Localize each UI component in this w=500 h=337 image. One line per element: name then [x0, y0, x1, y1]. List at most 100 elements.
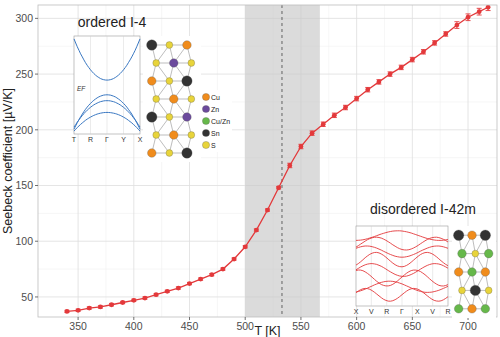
point	[388, 72, 393, 77]
transition-line	[281, 5, 282, 317]
k-point-label: Y	[121, 136, 126, 143]
k-point-label: V	[369, 308, 374, 315]
k-point-label: X	[354, 308, 359, 315]
plot-frame	[38, 5, 497, 317]
band-frame	[356, 226, 448, 306]
point	[254, 228, 259, 233]
tick-label: 600	[348, 320, 366, 332]
band	[74, 112, 140, 131]
inset-title: ordered I-4	[78, 14, 147, 30]
grid	[38, 5, 497, 317]
point	[198, 277, 203, 282]
error-cap	[466, 13, 471, 14]
error-bar	[477, 8, 482, 15]
axis-title: T [K]	[254, 324, 280, 337]
band	[356, 252, 448, 266]
insets: ordered I-4TRΓYXEFCuZnCu/ZnSnSdisordered…	[72, 14, 496, 318]
point	[377, 79, 382, 84]
atom	[485, 287, 492, 294]
band-structure: XVRΓXVR	[354, 226, 451, 315]
atom	[182, 148, 192, 158]
point	[76, 308, 81, 313]
legend-label: Cu/Zn	[211, 118, 230, 125]
error-cap	[486, 10, 491, 11]
point	[466, 15, 471, 20]
point	[276, 185, 281, 190]
point	[154, 292, 159, 297]
point	[98, 305, 103, 310]
point	[87, 306, 92, 311]
point	[265, 208, 270, 213]
atom	[454, 305, 463, 314]
atom	[188, 132, 195, 139]
atom	[459, 287, 466, 294]
atom	[468, 231, 477, 240]
crystal-background	[143, 36, 201, 162]
legend-label: Sn	[211, 130, 220, 137]
point	[477, 9, 482, 14]
series-line	[67, 7, 488, 311]
k-point-label: R	[445, 308, 450, 315]
legend-swatch	[202, 129, 209, 136]
point	[486, 5, 491, 10]
atom-legend: CuZnCu/ZnSnS	[201, 90, 232, 152]
k-point-label: Γ	[400, 308, 404, 315]
error-bar	[343, 105, 348, 109]
atom	[169, 59, 178, 68]
tick	[35, 129, 38, 130]
point	[343, 105, 348, 110]
error-bar	[421, 50, 426, 54]
tick-label: 500	[236, 320, 254, 332]
atom	[147, 112, 157, 122]
error-cap	[466, 20, 471, 21]
crystal-structure	[143, 36, 201, 162]
error-bar	[376, 80, 381, 84]
point	[109, 302, 114, 307]
k-point-label: T	[72, 136, 77, 143]
atom	[480, 230, 490, 240]
point	[131, 298, 136, 303]
error-bar	[486, 5, 491, 11]
k-point-label: R	[384, 308, 389, 315]
point	[321, 122, 326, 127]
chart: 3504004505005506006507005010015020025030…	[0, 0, 500, 337]
band	[356, 237, 448, 250]
atom	[183, 113, 192, 122]
legend-label: Cu	[211, 94, 220, 101]
point	[454, 23, 459, 28]
atom	[166, 150, 173, 157]
error-cap	[477, 8, 482, 9]
axis-title: Seebeck coefficient [µV/K]	[1, 88, 15, 234]
tick-label: 350	[69, 320, 87, 332]
tick	[35, 18, 38, 19]
k-point-label: X	[415, 308, 420, 315]
atom	[147, 77, 156, 86]
point	[443, 32, 448, 37]
error-bar	[466, 14, 471, 21]
point	[299, 144, 304, 149]
point	[354, 96, 359, 101]
tick-label: 650	[404, 320, 422, 332]
point	[165, 289, 170, 294]
atom	[153, 60, 160, 67]
point	[365, 87, 370, 92]
point	[143, 296, 148, 301]
error-bar	[354, 96, 359, 100]
tick	[35, 74, 38, 75]
atom	[169, 95, 178, 104]
k-point-label: Γ	[105, 136, 109, 143]
tick-label: 100	[15, 235, 33, 247]
k-point-line	[107, 36, 108, 134]
atom	[458, 249, 467, 258]
error-bar	[443, 32, 448, 36]
k-point-line	[123, 36, 124, 134]
point	[65, 309, 70, 314]
atom	[454, 268, 463, 277]
point	[287, 163, 292, 168]
error-bar	[287, 163, 292, 167]
error-cap	[477, 15, 482, 16]
atom	[188, 96, 195, 103]
atom	[182, 76, 192, 86]
tick	[35, 241, 38, 242]
point	[176, 286, 181, 291]
